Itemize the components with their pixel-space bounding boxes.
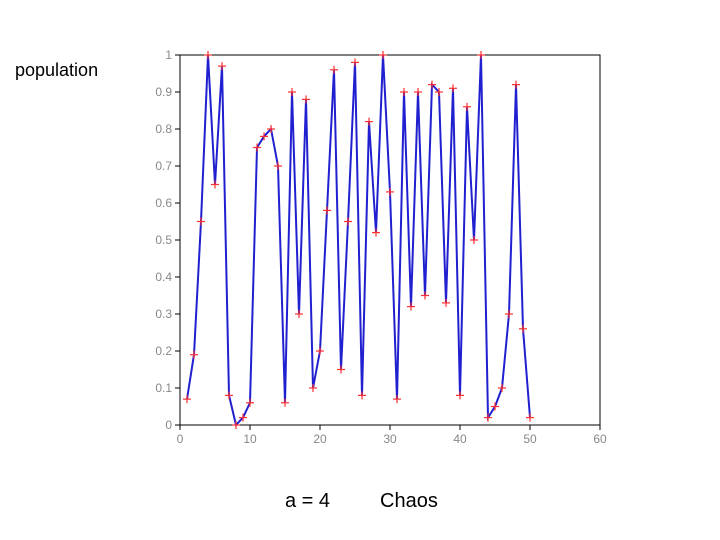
axes-box [180, 55, 600, 425]
y-tick-label: 1 [165, 48, 172, 62]
data-marker [183, 395, 191, 403]
data-marker [505, 310, 513, 318]
data-marker [337, 366, 345, 374]
data-marker [225, 391, 233, 399]
data-marker [449, 84, 457, 92]
data-marker [197, 218, 205, 226]
x-tick-label: 20 [313, 432, 327, 445]
y-tick-label: 0.7 [155, 159, 172, 173]
caption-parameter: a = 4 [285, 490, 330, 513]
x-tick-label: 50 [523, 432, 537, 445]
y-tick-label: 0.6 [155, 196, 172, 210]
data-marker [323, 206, 331, 214]
data-marker [309, 384, 317, 392]
data-marker [379, 51, 387, 59]
x-tick-label: 60 [593, 432, 607, 445]
y-tick-label: 0 [165, 418, 172, 432]
data-marker [463, 103, 471, 111]
x-tick-label: 0 [177, 432, 184, 445]
y-axis-label: population [15, 60, 98, 81]
data-marker [456, 391, 464, 399]
data-marker [442, 299, 450, 307]
data-marker [400, 88, 408, 96]
caption-chaos: Chaos [380, 490, 438, 513]
data-marker [365, 118, 373, 126]
data-marker [351, 58, 359, 66]
y-tick-label: 0.4 [155, 270, 172, 284]
data-marker [498, 384, 506, 392]
data-marker [274, 162, 282, 170]
y-tick-label: 0.1 [155, 381, 172, 395]
chart: 0 10 20 30 40 50 60 0 0.1 0.2 0.3 0.4 0.5 0.6 0.7 0.8 0.… [130, 45, 620, 445]
data-marker [386, 188, 394, 196]
y-tick-label: 0.9 [155, 85, 172, 99]
data-marker [288, 88, 296, 96]
y-tick-label: 0.8 [155, 122, 172, 136]
data-marker [218, 62, 226, 70]
data-marker [470, 236, 478, 244]
data-marker [393, 395, 401, 403]
y-tick-label: 0.5 [155, 233, 172, 247]
data-marker [407, 303, 415, 311]
y-tick-label: 0.2 [155, 344, 172, 358]
data-marker [330, 66, 338, 74]
data-line [187, 55, 530, 425]
data-marker [477, 51, 485, 59]
data-marker [204, 51, 212, 59]
data-marker [358, 391, 366, 399]
data-marker [421, 292, 429, 300]
data-marker [246, 399, 254, 407]
data-marker [302, 95, 310, 103]
x-tick-label: 40 [453, 432, 467, 445]
data-marker [344, 218, 352, 226]
data-marker [372, 229, 380, 237]
data-marker [190, 351, 198, 359]
data-marker [295, 310, 303, 318]
data-marker [512, 81, 520, 89]
data-marker [211, 181, 219, 189]
x-tick-label: 30 [383, 432, 397, 445]
y-tick-label: 0.3 [155, 307, 172, 321]
data-marker [414, 88, 422, 96]
x-tick-label: 10 [243, 432, 257, 445]
data-marker [281, 399, 289, 407]
data-marker [519, 325, 527, 333]
data-marker [316, 347, 324, 355]
data-marker [526, 414, 534, 422]
